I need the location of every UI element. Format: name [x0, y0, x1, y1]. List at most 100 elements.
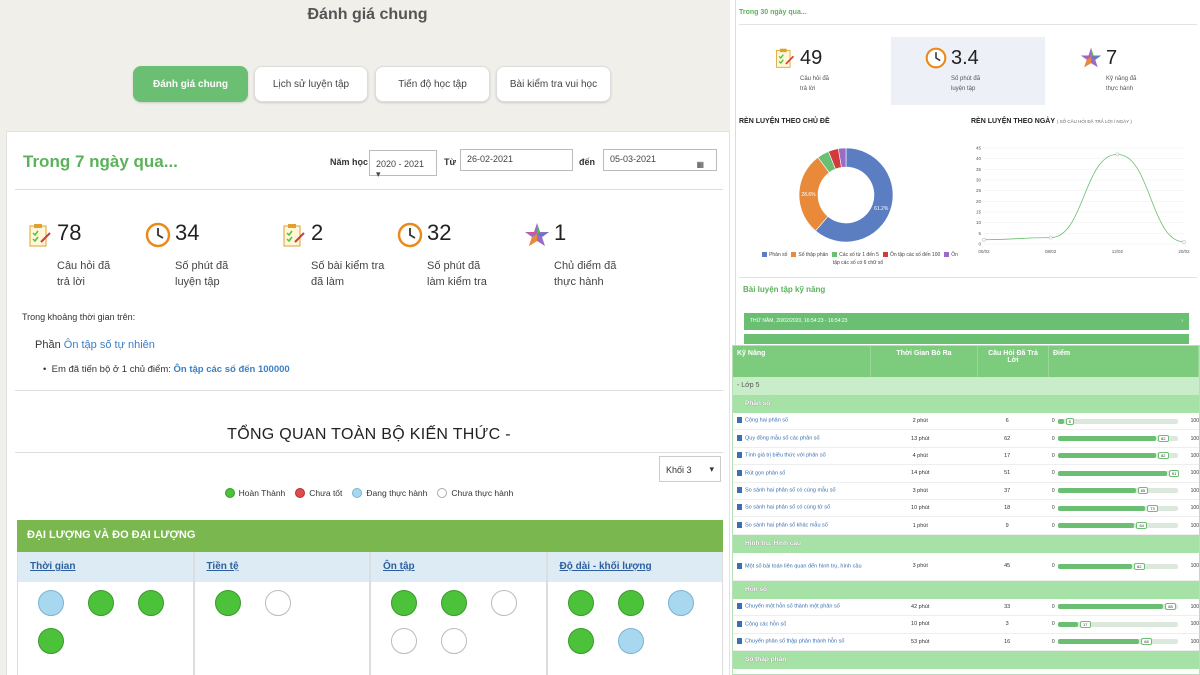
score-cell: 0 68 100 [1042, 638, 1199, 646]
skill-name[interactable]: Một số bài toán liên quan đến hình trụ, … [733, 562, 868, 570]
score-bar: 62 [1057, 562, 1178, 570]
skill-name[interactable]: Cộng các hỗn số [733, 620, 868, 628]
checklist-icon [776, 48, 795, 68]
score-fill [1057, 604, 1164, 610]
stat-caption: Câu hỏi đã trả lời [800, 74, 829, 94]
skill-status-circle[interactable] [264, 590, 291, 616]
skill-name[interactable]: Rút gọn phân số [733, 469, 868, 477]
answered-cell: 9 [1005, 522, 1009, 529]
score-fill [1057, 621, 1079, 627]
topic-column-title[interactable]: Độ dài - khối lượng [547, 552, 722, 582]
skill-status-circle[interactable] [617, 590, 644, 616]
skill-name[interactable]: So sánh hai phân số có cùng mẫu số [733, 487, 868, 494]
skill-status-circle[interactable] [567, 628, 594, 654]
category-bar: ĐẠI LƯỢNG VÀ ĐO ĐẠI LƯỢNG [17, 520, 723, 552]
y-tick-label: 5 [978, 231, 981, 236]
skill-status-circle[interactable] [138, 590, 164, 616]
legend-item: Các số từ 1 đến 5 [828, 252, 879, 258]
tab-learning-progress[interactable]: Tiến độ học tập [375, 66, 490, 102]
section-row[interactable]: Số thập phân [733, 650, 1199, 669]
time-cell: 10 phút [911, 621, 930, 628]
score-value: 65 [1137, 487, 1149, 495]
skill-status-circle[interactable] [667, 590, 694, 616]
pie-data-label: 28.6% [801, 192, 816, 198]
skill-label: Rút gọn phân số [745, 470, 786, 477]
header-time[interactable]: Thời Gian Bỏ Ra [871, 346, 978, 377]
y-tick-label: 45 [976, 146, 982, 151]
tab-fun-tests[interactable]: Bài kiểm tra vui học [496, 66, 611, 102]
score-value: 64 [1136, 522, 1147, 530]
skill-status-circle[interactable] [88, 590, 114, 616]
skill-name[interactable]: Chuyển một hỗn số thành một phân số [733, 603, 868, 610]
grade-group-row[interactable]: - Lớp 5 [733, 377, 1199, 395]
grade-select[interactable]: Khối 3 ▾ [659, 456, 721, 482]
skill-name[interactable]: Chuyển phân số thập phân thành hỗn số [733, 637, 868, 645]
document-icon [737, 487, 742, 494]
tab-overview[interactable]: Đánh giá chung [133, 66, 248, 102]
x-tick-label: 20/02 [1178, 249, 1190, 254]
time-cell: 53 phút [911, 638, 930, 645]
section-row[interactable]: Hình trụ. Hình cầu [733, 534, 1199, 553]
data-point[interactable] [982, 237, 986, 242]
topic-column-title[interactable]: Thời gian [18, 552, 193, 582]
stat-minutes: 3.4 Số phút đã luyện tập [891, 37, 1045, 105]
skill-name[interactable]: Quy đồng mẫu số các phân số [733, 434, 868, 442]
divider [15, 189, 723, 190]
time-cell: 13 phút [911, 435, 930, 442]
score-value: 68 [1141, 638, 1152, 646]
skill-label: Cộng hai phân số [745, 417, 789, 424]
skill-status-circle[interactable] [441, 590, 467, 616]
skill-name[interactable]: So sánh hai phân số có cùng tử số [733, 504, 868, 511]
score-cell: 0 64 100 [1042, 522, 1199, 530]
bullet-topic: Ôn tập các số đến 100000 [173, 364, 290, 375]
legend-item: Đang thực hành [352, 488, 427, 498]
school-year-select[interactable]: 2020 - 2021 ▾ [369, 150, 437, 179]
skill-section-title: Bài luyện tập kỹ năng [743, 285, 826, 294]
topic-column-title[interactable]: Ôn tập [371, 552, 546, 582]
skill-circles [371, 582, 546, 654]
skill-status-circle[interactable] [491, 590, 517, 616]
data-point[interactable] [1048, 235, 1053, 240]
score-max: 100 [1190, 418, 1199, 425]
skill-status-circle[interactable] [567, 590, 594, 616]
stat-value: 1 [554, 220, 567, 245]
topic-column: Độ dài - khối lượng [546, 552, 723, 675]
calendar-icon[interactable]: ▦ [696, 160, 704, 169]
session-row[interactable] [744, 334, 1189, 344]
pie-slice [838, 147, 847, 168]
skill-label: Tính giá trị biểu thức với phân số [745, 452, 826, 459]
data-point[interactable] [1182, 240, 1186, 244]
stat-caption: Số phút đã luyện tập [951, 74, 980, 94]
skill-name[interactable]: So sánh hai phân số khác mẫu số [733, 521, 868, 529]
section-link[interactable]: Ôn tập số tự nhiên [63, 339, 155, 351]
score-value: 88 [1165, 603, 1176, 611]
header-answered[interactable]: Câu Hỏi Đã Trả Lời [978, 346, 1049, 377]
tab-practice-history[interactable]: Lịch sử luyện tập [254, 66, 368, 102]
skill-name[interactable]: Cộng hai phân số [733, 417, 868, 424]
caption-line: Kỹ năng đã [1106, 76, 1137, 82]
time-cell: 4 phút [912, 452, 928, 459]
skill-status-circle[interactable] [441, 628, 467, 654]
from-date-input[interactable]: 26-02-2021 [460, 149, 573, 171]
skill-status-circle[interactable] [214, 590, 241, 616]
legend-label: Các số từ 1 đến 5 [839, 252, 879, 258]
header-score[interactable]: Điểm [1049, 346, 1199, 377]
skill-status-circle[interactable] [38, 590, 64, 616]
topic-donut-chart: 61.2% 28.6% [798, 147, 894, 243]
caption-line: thực hành [554, 276, 604, 288]
thirty-day-panel: Trong 30 ngày qua... 49 Câu hỏi đã trả lờ… [735, 0, 1200, 345]
skill-status-circle[interactable] [391, 628, 417, 654]
skill-status-circle[interactable] [38, 628, 64, 654]
topic-column-title[interactable]: Tiền tệ [194, 552, 369, 582]
section-row[interactable]: Phân số [733, 395, 1199, 413]
session-row[interactable]: THỨ NĂM, 20/02/2020, 16:54:23 - 16:54:23… [744, 313, 1189, 330]
skill-name[interactable]: Tính giá trị biểu thức với phân số [733, 452, 868, 459]
skill-status-circle[interactable] [617, 628, 644, 654]
score-bar: 17 [1057, 620, 1178, 628]
header-skill[interactable]: Kỹ Năng [733, 346, 871, 377]
time-cell: 2 phút [912, 418, 928, 425]
data-point[interactable] [1115, 152, 1120, 157]
skill-status-circle[interactable] [391, 590, 417, 616]
to-date-input[interactable]: 05-03-2021 ▦ [603, 149, 717, 171]
section-row[interactable]: Hỗn số [733, 580, 1199, 599]
